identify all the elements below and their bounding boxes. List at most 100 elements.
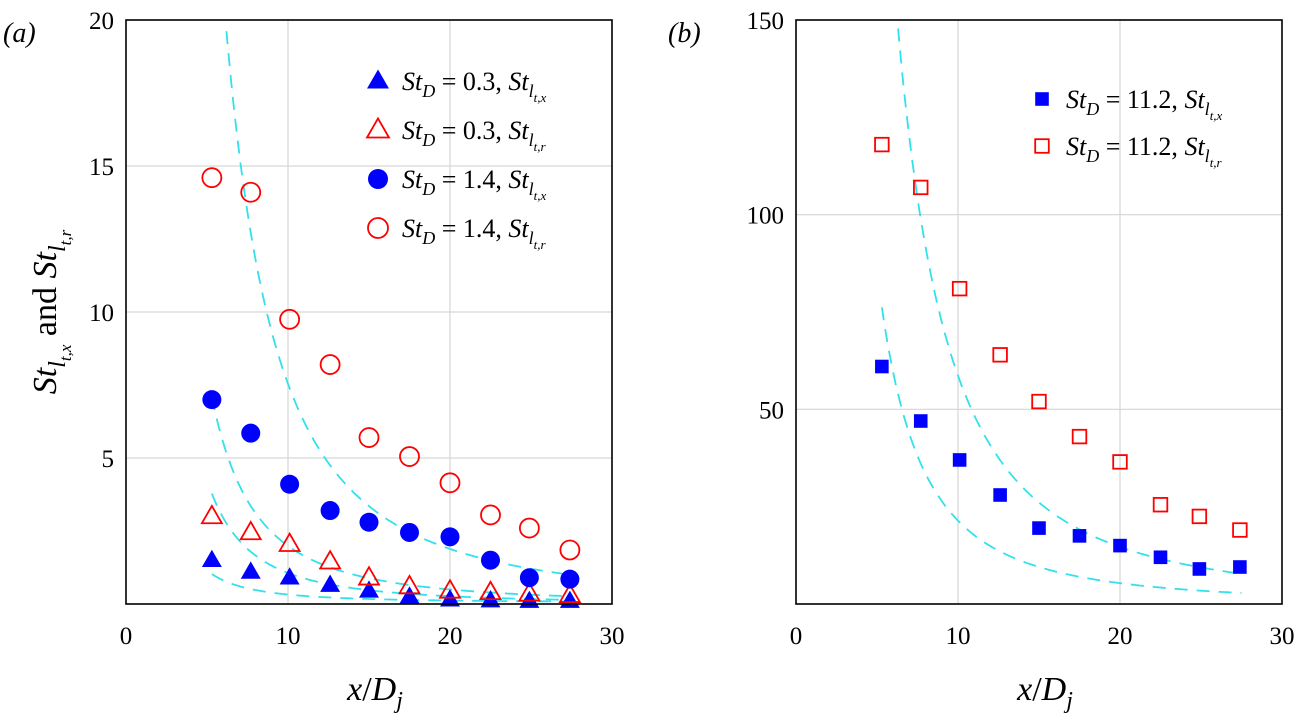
legend-marker [367,69,389,89]
data-point [913,179,929,196]
legend-entry-label: StD = 11.2, Stlt,x [1066,85,1223,123]
x-tick-label: 20 [1108,623,1133,650]
x-tick-label: 20 [438,623,463,650]
data-point [279,567,300,585]
panel-a-y-axis-label: Stlt,x and Stlt,r [27,229,75,394]
data-point [560,569,580,589]
data-point [200,504,224,525]
data-point [320,501,340,521]
data-point [1113,538,1127,553]
legend-entry-label: StD = 1.4, Stlt,r [402,214,547,252]
x-tick-label: 10 [276,623,301,650]
data-point [439,472,461,494]
legend-entry-label: StD = 1.4, Stlt,x [402,165,547,203]
fit-curve [897,28,1242,575]
y-tick-label: 150 [747,8,785,35]
data-point [201,167,223,189]
x-tick-label: 0 [790,623,803,650]
data-point [440,527,460,547]
y-tick-label: 20 [89,8,114,35]
data-point [874,136,890,153]
panel-a: (a) 0 10 20 30 5 10 15 20 x/Dj Stlt,x and Stlt,… [3,8,625,714]
data-point [1232,522,1248,538]
panel-a-grid [126,20,612,604]
legend-marker [1034,138,1050,154]
data-point [1153,550,1168,565]
y-tick-label: 50 [759,397,784,424]
x-tick-label: 10 [946,623,971,650]
panel-b-label: (b) [668,18,701,49]
data-point [519,568,539,588]
y-tick-label: 15 [89,154,114,181]
data-point [318,549,342,570]
data-point [875,359,889,374]
data-point [358,427,380,448]
data-point [399,586,420,604]
data-point [320,574,341,592]
data-point [559,539,581,561]
data-point [438,578,462,599]
data-point [1192,562,1207,576]
data-point [319,354,341,375]
data-point [240,561,261,579]
panel-b-tick-labels: 0 10 20 30 50 100 150 [747,8,1295,650]
data-point [280,474,300,494]
data-point [518,517,540,539]
data-point [359,580,379,598]
data-point [1191,508,1208,525]
data-point [951,280,968,297]
data-point [1112,454,1128,470]
data-point [278,531,302,552]
data-point [1031,393,1047,410]
legend-marker [367,217,389,239]
panel-b-fit-lines [881,28,1242,594]
panel-a-x-axis-label: x/Dj [346,671,403,714]
x-tick-label: 0 [120,623,133,650]
fit-curve [881,307,1242,594]
data-point [480,504,501,526]
panel-a-label: (a) [3,18,36,49]
data-point [992,347,1008,363]
panel-b-legend: StD = 11.2, Stlt,x StD = 11.2, Stlt,r [1034,85,1223,170]
data-point [559,590,580,608]
data-point [239,520,263,541]
panel-a-tick-labels: 0 10 20 30 5 10 15 20 [89,8,625,650]
fit-curve [225,31,572,576]
data-point [357,565,381,586]
x-tick-label: 30 [600,623,625,650]
data-point [913,414,928,428]
legend-entry-label: StD = 0.3, Stlt,r [402,116,547,154]
y-tick-label: 100 [747,203,785,230]
data-point [952,453,967,467]
data-point [1152,497,1169,513]
panel-a-fit-lines [211,31,572,603]
data-point [399,446,420,467]
fit-curve [211,573,572,603]
legend-marker [365,116,391,139]
data-point [359,512,379,532]
data-point [1072,529,1087,543]
data-point [517,581,541,602]
panel-a-markers [200,167,582,608]
x-tick-label: 30 [1270,623,1295,650]
y-tick-label: 10 [89,300,114,327]
data-point [279,308,301,330]
panel-b-x-axis-label: x/Dj [1016,671,1073,714]
legend-entry-label: StD = 0.3, Stlt,x [402,67,547,105]
data-point [1071,428,1088,445]
data-point [201,549,222,568]
legend-marker [1035,92,1049,106]
data-point [400,522,419,542]
panel-a-legend: StD = 0.3, Stlt,x StD = 0.3, Stlt,r StD = … [365,67,547,252]
data-point [202,390,222,410]
panel-b-grid [796,20,1282,604]
panel-b-axes-frame [795,19,1283,605]
legend-entry-label: StD = 11.2, Stlt,r [1066,132,1223,170]
y-tick-label: 5 [102,446,115,473]
data-point [558,582,582,603]
fit-curve [211,396,572,598]
panel-b-markers [874,136,1248,576]
data-point [241,423,261,443]
data-point [397,574,422,595]
